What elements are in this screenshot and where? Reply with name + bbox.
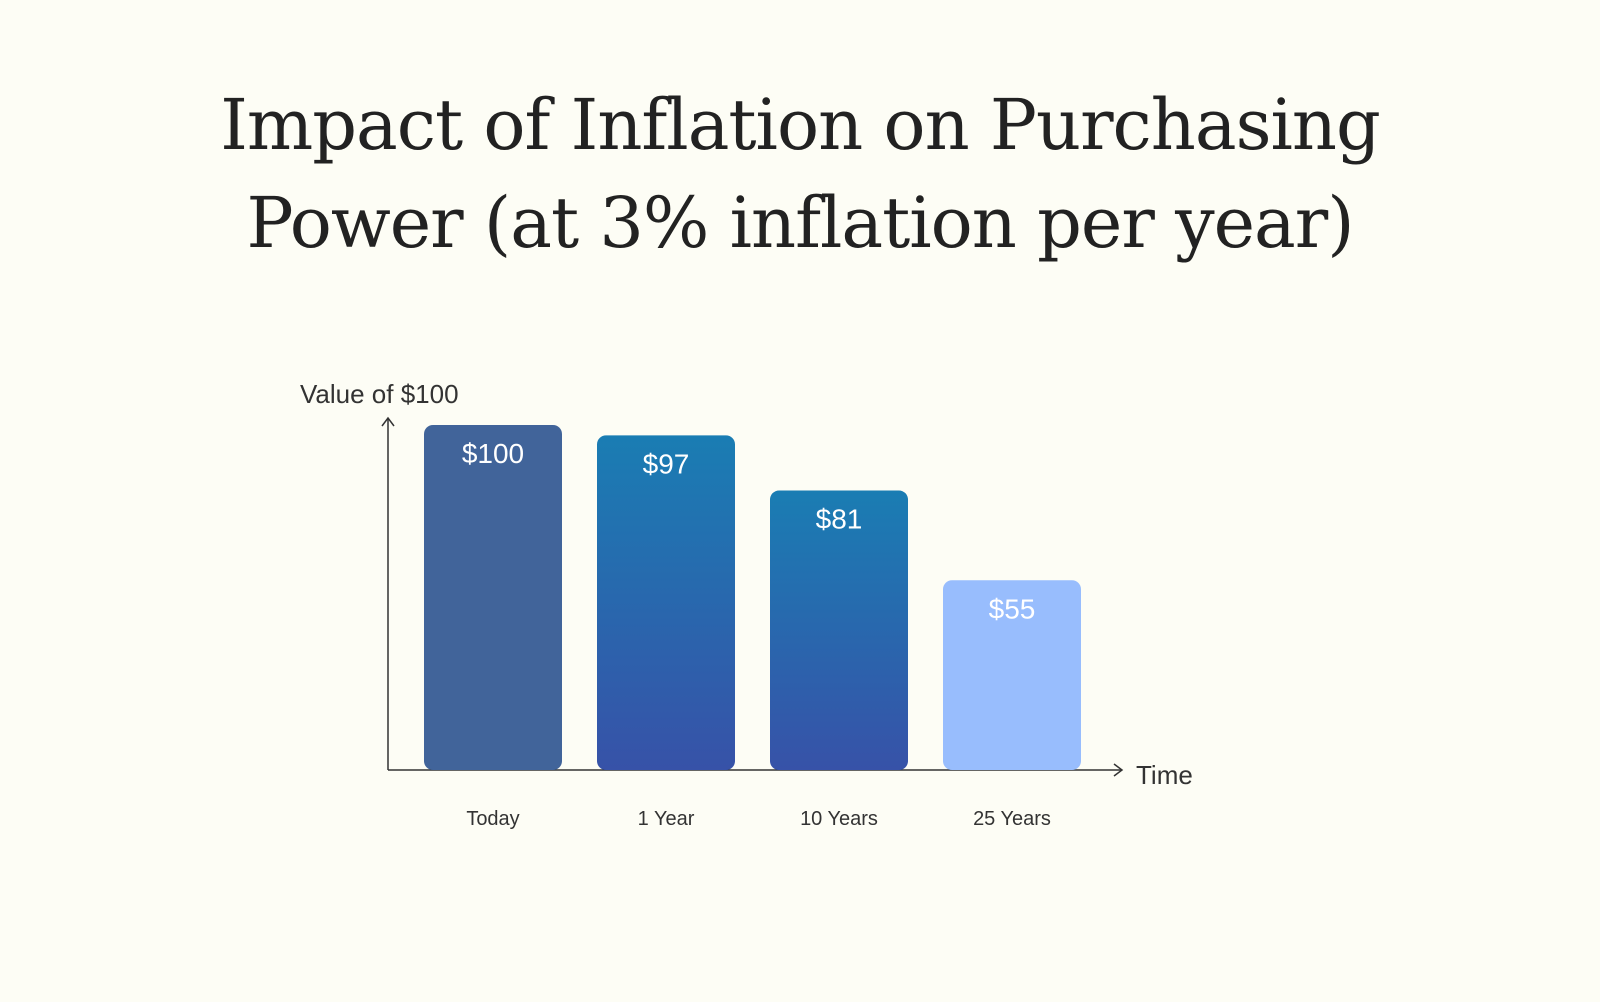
x-tick-label: 1 Year [638, 808, 695, 830]
bar-value-label: $55 [989, 593, 1036, 624]
x-axis-label: Time [1136, 760, 1193, 790]
bar-25-years [943, 580, 1081, 770]
chart-title-line-1: Impact of Inflation on Purchasing [220, 84, 1381, 166]
bar-value-label: $100 [462, 438, 524, 469]
chart-title: Impact of Inflation on Purchasing Power … [0, 76, 1600, 272]
bar-1-year [597, 435, 735, 770]
chart-title-line-2: Power (at 3% inflation per year) [246, 182, 1354, 264]
bars-group: $100 Today $97 1 Year $81 10 Years $55 25 Years [424, 425, 1081, 830]
x-tick-label: 25 Years [973, 808, 1051, 830]
bar-10-years [770, 490, 908, 770]
bar-today [424, 425, 562, 770]
x-axis-arrowhead [1113, 763, 1124, 777]
bar-value-label: $97 [643, 448, 690, 479]
bar-value-label: $81 [816, 504, 863, 535]
y-axis-label: Value of $100 [300, 379, 459, 409]
y-axis-arrowhead [381, 416, 395, 427]
x-tick-label: Today [466, 808, 519, 830]
x-tick-label: 10 Years [800, 808, 878, 830]
